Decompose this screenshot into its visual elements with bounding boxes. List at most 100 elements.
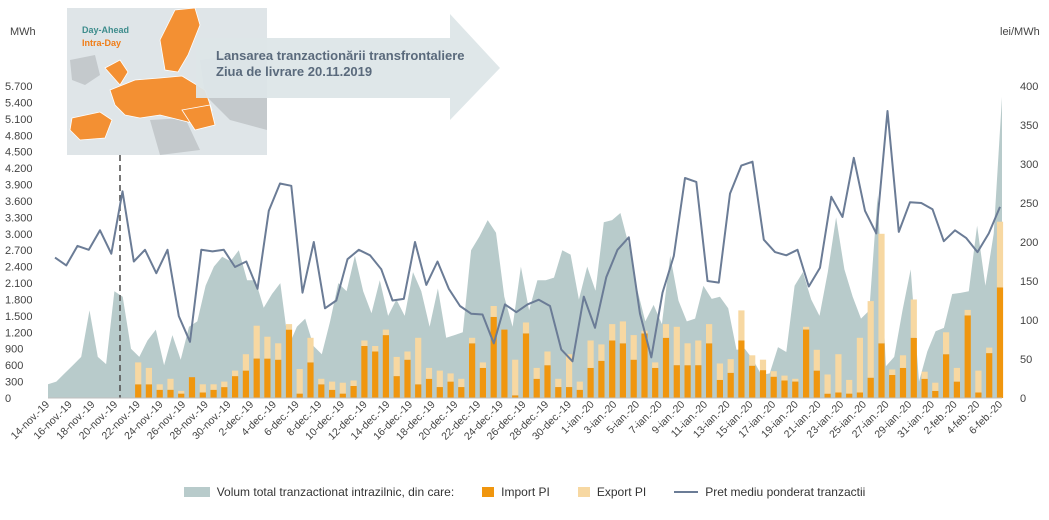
bar-export	[996, 221, 1004, 288]
y-left-tick-label: 1.800	[5, 294, 33, 306]
bar-export	[910, 299, 917, 338]
bar-import	[372, 351, 379, 398]
bar-export	[673, 326, 680, 366]
bar-import	[910, 337, 917, 398]
bar-import	[889, 375, 896, 398]
y-right-tick-label: 400	[1020, 81, 1038, 93]
bar-import	[878, 343, 885, 398]
bar-import	[199, 392, 206, 398]
y-right-tick-label: 200	[1020, 237, 1038, 249]
bar-export	[803, 326, 810, 330]
bar-import	[232, 376, 239, 398]
y-left-tick-label: 1.500	[5, 311, 33, 323]
bar-import	[899, 367, 907, 398]
map-romania	[181, 104, 216, 131]
bar-export	[221, 381, 228, 388]
bar-export	[738, 310, 745, 341]
bar-export	[512, 359, 519, 396]
bar-export	[824, 374, 831, 394]
bar-export	[350, 380, 357, 386]
bar-import	[587, 367, 594, 398]
bar-export	[770, 371, 777, 377]
y-left-tick-label: 3.000	[5, 229, 33, 241]
bar-export	[145, 367, 152, 385]
legend-label-price: Pret mediu ponderat tranzactii	[705, 485, 866, 499]
map-nordics	[159, 7, 201, 73]
bar-export	[856, 337, 863, 393]
legend-label-volume: Volum total tranzactionat intrazilnic, d…	[216, 485, 455, 499]
bar-import	[867, 377, 874, 398]
legend-item-import: Import PI	[482, 485, 550, 499]
bar-export	[932, 382, 939, 391]
bar-import	[986, 353, 993, 398]
bar-export	[361, 340, 368, 346]
bar-import	[662, 337, 670, 398]
y-right-unit: lei/MWh	[1000, 26, 1040, 38]
bar-export	[921, 371, 928, 379]
map-uk	[104, 59, 129, 86]
bar-export	[609, 324, 616, 341]
legend-item-price: Pret mediu ponderat tranzactii	[674, 485, 865, 499]
bar-import	[846, 393, 853, 398]
y-left-tick-label: 4.800	[5, 130, 33, 142]
bar-export	[275, 343, 282, 360]
bar-import	[932, 390, 939, 398]
bar-export	[964, 309, 971, 316]
bar-import	[512, 395, 519, 398]
bar-export	[393, 356, 400, 377]
bar-import	[738, 340, 745, 398]
bar-export	[469, 337, 476, 344]
bar-import	[770, 376, 777, 398]
bar-import	[221, 387, 228, 398]
bar-import	[178, 393, 185, 398]
map-iberia	[69, 111, 113, 141]
legend-swatch-export	[577, 487, 590, 497]
y-left-tick-label: 600	[5, 360, 23, 372]
y-right-tick-label: 300	[1020, 159, 1038, 171]
bar-import	[329, 389, 336, 398]
bar-import	[803, 329, 810, 398]
y-left-tick-label: 5.100	[5, 114, 33, 126]
bar-import	[953, 381, 960, 398]
chart-canvas: Day-Ahead Intra-Day Lansarea tranzaction…	[5, 7, 1040, 443]
bar-export	[652, 362, 659, 368]
bar-export	[953, 367, 960, 382]
bar-import	[824, 393, 831, 398]
launch-arrow-shape	[196, 14, 500, 120]
bar-import	[673, 365, 680, 398]
bar-export	[285, 324, 293, 330]
bar-export	[781, 375, 788, 381]
bar-import	[167, 389, 174, 398]
bar-import	[210, 389, 217, 398]
y-right-tick-label: 50	[1020, 354, 1032, 366]
map-label-day-ahead: Day-Ahead	[82, 25, 129, 35]
bar-export	[264, 336, 271, 359]
bar-export	[684, 343, 691, 366]
y-right-tick-label: 250	[1020, 198, 1038, 210]
y-left-tick-label: 4.500	[5, 147, 33, 159]
bar-export	[749, 355, 756, 366]
legend-swatch-import	[482, 487, 495, 497]
bar-export	[975, 370, 982, 393]
bar-import	[285, 329, 293, 398]
launch-annotation-line2: Ziua de livrare 20.11.2019	[216, 64, 372, 79]
bar-import	[393, 376, 400, 398]
y-left-tick-label: 4.200	[5, 163, 33, 175]
bar-export	[178, 390, 185, 394]
bar-import	[425, 378, 433, 398]
y-left-tick-label: 2.700	[5, 245, 33, 257]
y-left-tick-label: 5.700	[5, 81, 33, 93]
legend-item-volume: Volum total tranzactionat intrazilnic, d…	[183, 485, 455, 499]
bar-import	[522, 333, 530, 398]
bar-export	[339, 382, 346, 394]
bar-import	[350, 386, 357, 398]
bar-import	[727, 372, 734, 398]
bar-import	[943, 354, 950, 398]
bar-export	[199, 384, 206, 393]
bar-import	[813, 370, 820, 398]
bar-export	[447, 373, 454, 382]
map-label-intra-day: Intra-Day	[82, 38, 121, 48]
bar-export	[135, 362, 142, 385]
bar-import	[458, 387, 465, 398]
bar-import	[436, 387, 443, 398]
